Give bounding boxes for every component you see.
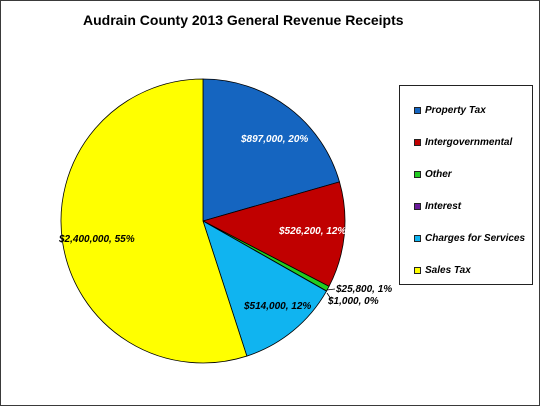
legend-item-sales-tax: Sales Tax — [414, 265, 471, 276]
legend-swatch — [414, 235, 421, 242]
data-label-intergovernmental: $526,200, 12% — [278, 226, 346, 237]
legend-swatch — [414, 171, 421, 178]
legend-swatch — [414, 139, 421, 146]
data-label-charges-for-services: $514,000, 12% — [243, 301, 311, 312]
legend-label: Charges for Services — [425, 233, 526, 244]
data-label-interest: $1,000, 0% — [327, 296, 379, 307]
legend-item-property-tax: Property Tax — [414, 105, 486, 116]
legend-label: Sales Tax — [425, 265, 471, 276]
data-label-sales-tax: $2,400,000, 55% — [58, 234, 135, 245]
pie-slice-intergovernmental — [201, 181, 346, 287]
legend-item-charges-for-services: Charges for Services — [414, 233, 525, 244]
leader-line — [326, 288, 336, 291]
legend-item-intergovernmental: Intergovernmental — [414, 137, 512, 148]
pie-slice-sales-tax — [60, 78, 248, 364]
legend-label: Intergovernmental — [425, 137, 513, 148]
legend-swatch — [414, 267, 421, 274]
legend-item-interest: Interest — [414, 201, 461, 212]
legend-label: Other — [425, 169, 452, 180]
legend-swatch — [414, 107, 421, 114]
chart-legend: Property Tax Intergovernmental Other Int… — [399, 85, 533, 285]
data-label-other: $25,800, 1% — [335, 284, 392, 295]
chart-title: Audrain County 2013 General Revenue Rece… — [83, 12, 404, 28]
pie-slice-charges-for-services — [202, 220, 327, 357]
pie-slice-property-tax — [202, 78, 340, 222]
legend-item-other: Other — [414, 169, 452, 180]
legend-swatch — [414, 203, 421, 210]
legend-label: Property Tax — [425, 105, 486, 116]
legend-label: Interest — [425, 201, 462, 212]
leader-line — [326, 292, 332, 300]
data-label-property-tax: $897,000, 20% — [240, 134, 308, 145]
